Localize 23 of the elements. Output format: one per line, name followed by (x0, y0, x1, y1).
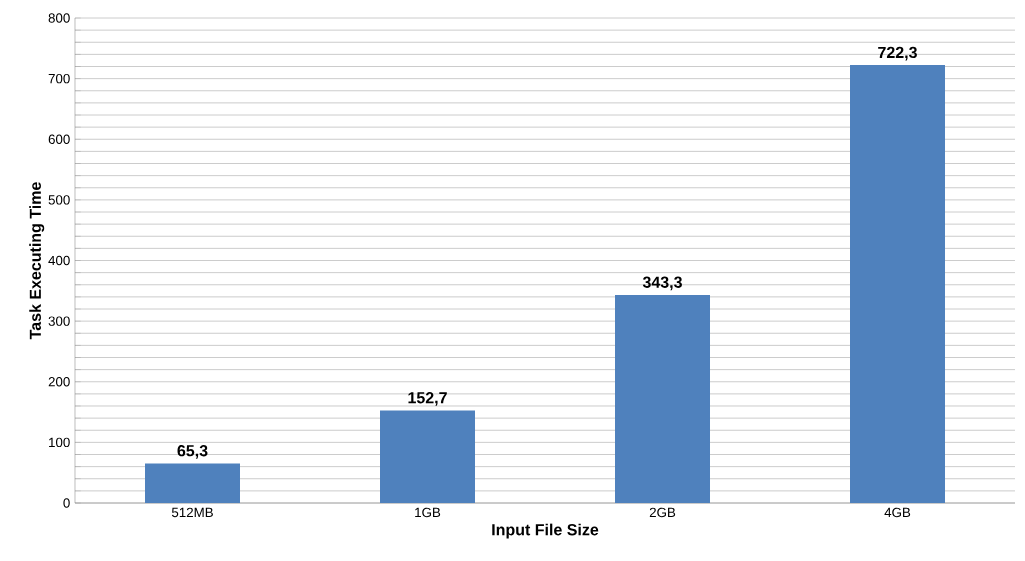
y-tick-label: 500 (48, 195, 70, 205)
data-label: 722,3 (878, 46, 917, 61)
y-tick-label: 600 (48, 134, 70, 144)
y-tick-label: 800 (48, 13, 70, 23)
y-tick-label: 300 (48, 316, 70, 326)
x-tick-label: 512MB (171, 507, 213, 518)
x-axis-title: Input File Size (492, 523, 599, 539)
y-tick-label: 200 (48, 377, 70, 387)
bar (615, 294, 710, 503)
data-label: 152,7 (408, 392, 447, 406)
bar (380, 410, 475, 503)
y-tick-label: 400 (48, 255, 70, 266)
data-label: 343,3 (642, 276, 682, 291)
bar (145, 463, 240, 503)
data-label: 65,3 (177, 445, 208, 459)
y-tick-label: 700 (48, 73, 70, 84)
x-tick-label: 2GB (649, 507, 676, 518)
y-tick-label: 100 (49, 437, 70, 448)
x-tick-label: 1GB (415, 507, 441, 518)
bar (850, 65, 946, 503)
y-axis-title: Task Executing Time (29, 182, 45, 340)
y-tick-label: 0 (63, 498, 70, 508)
x-tick-label: 4GB (884, 507, 911, 518)
